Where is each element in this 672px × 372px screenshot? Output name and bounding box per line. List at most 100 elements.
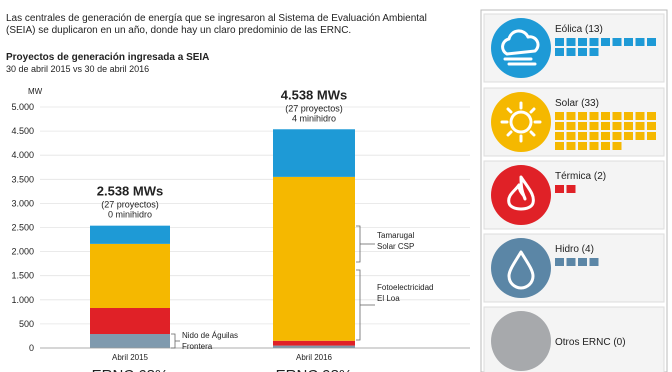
intro-line: Las centrales de generación de energía q… bbox=[6, 13, 427, 24]
tech-square bbox=[578, 48, 587, 56]
tech-square bbox=[624, 122, 633, 130]
tech-square bbox=[578, 142, 587, 150]
tech-icon-glyph bbox=[500, 101, 542, 143]
tech-square bbox=[555, 48, 564, 56]
tech-square bbox=[566, 38, 576, 46]
bar-segment bbox=[273, 345, 355, 348]
bar-segment bbox=[273, 176, 355, 341]
tech-icon bbox=[491, 311, 551, 371]
tech-square bbox=[555, 258, 564, 266]
tech-square bbox=[555, 112, 564, 120]
callout-label: El Loa bbox=[377, 294, 400, 303]
tech-square bbox=[601, 142, 610, 150]
y-tick-label: 1.500 bbox=[11, 271, 34, 281]
callout-label: Fotoelectricidad bbox=[377, 283, 433, 292]
tech-square bbox=[589, 112, 599, 120]
chart-title: Proyectos de generación ingresada a SEIA bbox=[6, 52, 209, 63]
ernc-label: ERNC 98% bbox=[276, 367, 353, 372]
tech-square bbox=[555, 142, 564, 150]
tech-square bbox=[589, 132, 599, 140]
callout-label: Nido de Águilas bbox=[182, 331, 238, 340]
tech-square bbox=[635, 122, 645, 130]
tech-square bbox=[589, 258, 599, 266]
tech-square bbox=[578, 38, 587, 46]
bar-segment bbox=[90, 243, 170, 308]
tech-square bbox=[589, 142, 599, 150]
tech-square bbox=[566, 132, 576, 140]
tech-square bbox=[578, 132, 587, 140]
tech-square bbox=[624, 132, 633, 140]
total-label: 2.538 MWs bbox=[97, 184, 163, 199]
callout-bracket bbox=[171, 333, 176, 349]
tech-square bbox=[612, 132, 622, 140]
tech-icon bbox=[491, 18, 551, 78]
tech-square bbox=[612, 112, 622, 120]
tech-icon bbox=[491, 238, 551, 298]
tech-label: Solar (33) bbox=[555, 98, 599, 109]
bar-segment bbox=[273, 340, 355, 346]
tech-square bbox=[566, 48, 576, 56]
tech-square bbox=[624, 38, 633, 46]
tech-square bbox=[589, 48, 599, 56]
callout-label: Solar CSP bbox=[377, 242, 414, 251]
projects-label: (27 proyectos) bbox=[101, 200, 159, 210]
callout-bracket bbox=[356, 269, 361, 341]
y-tick-label: 0 bbox=[29, 343, 34, 353]
callout-bracket bbox=[356, 225, 361, 263]
chart-subtitle: 30 de abril 2015 vs 30 de abril 2016 bbox=[6, 64, 149, 74]
tech-square bbox=[601, 38, 610, 46]
tech-square bbox=[566, 258, 576, 266]
tech-square bbox=[612, 142, 622, 150]
tech-square bbox=[589, 38, 599, 46]
tech-square bbox=[647, 112, 656, 120]
total-label: 4.538 MWs bbox=[281, 87, 347, 102]
tech-square bbox=[578, 258, 587, 266]
y-tick-label: 500 bbox=[19, 319, 34, 329]
tech-square bbox=[555, 185, 564, 193]
tech-square bbox=[635, 112, 645, 120]
tech-square bbox=[601, 122, 610, 130]
tech-square bbox=[612, 122, 622, 130]
minihidro-label: 4 minihidro bbox=[292, 113, 336, 123]
tech-label: Eólica (13) bbox=[555, 24, 603, 35]
y-tick-label: 1.000 bbox=[11, 295, 34, 305]
y-tick-label: 2.500 bbox=[11, 223, 34, 233]
ernc-label: ERNC 68% bbox=[92, 367, 169, 372]
tech-square bbox=[647, 122, 656, 130]
minihidro-label: 0 minihidro bbox=[108, 210, 152, 220]
tech-square bbox=[578, 122, 587, 130]
tech-label: Hidro (4) bbox=[555, 244, 594, 255]
y-axis-label: MW bbox=[28, 87, 43, 96]
y-tick-label: 3.500 bbox=[11, 174, 34, 184]
tech-square bbox=[566, 122, 576, 130]
tech-square bbox=[589, 122, 599, 130]
intro-line: (SEIA) se duplicaron en un año, donde ha… bbox=[6, 25, 351, 36]
tech-icon-glyph bbox=[507, 175, 535, 211]
y-tick-label: 2.000 bbox=[11, 247, 34, 257]
tech-square bbox=[555, 38, 564, 46]
y-tick-label: 3.000 bbox=[11, 198, 34, 208]
y-tick-label: 5.000 bbox=[11, 102, 34, 112]
tech-label: Otros ERNC (0) bbox=[555, 337, 626, 348]
projects-label: (27 proyectos) bbox=[285, 103, 343, 113]
y-tick-label: 4.000 bbox=[11, 150, 34, 160]
tech-square bbox=[566, 112, 576, 120]
tech-icon-glyph bbox=[507, 250, 535, 290]
tech-square bbox=[647, 38, 656, 46]
tech-icon bbox=[491, 92, 551, 152]
callout-label: Tamarugal bbox=[377, 231, 415, 240]
tech-square bbox=[601, 112, 610, 120]
bar-segment bbox=[273, 129, 355, 177]
bar-segment bbox=[90, 334, 170, 348]
tech-square bbox=[601, 132, 610, 140]
tech-square bbox=[635, 38, 645, 46]
y-tick-label: 4.500 bbox=[11, 126, 34, 136]
tech-square bbox=[566, 185, 576, 193]
callout-label: Frontera bbox=[182, 342, 213, 351]
tech-square bbox=[555, 122, 564, 130]
tech-square bbox=[566, 142, 576, 150]
tech-square bbox=[578, 112, 587, 120]
tech-square bbox=[612, 38, 622, 46]
